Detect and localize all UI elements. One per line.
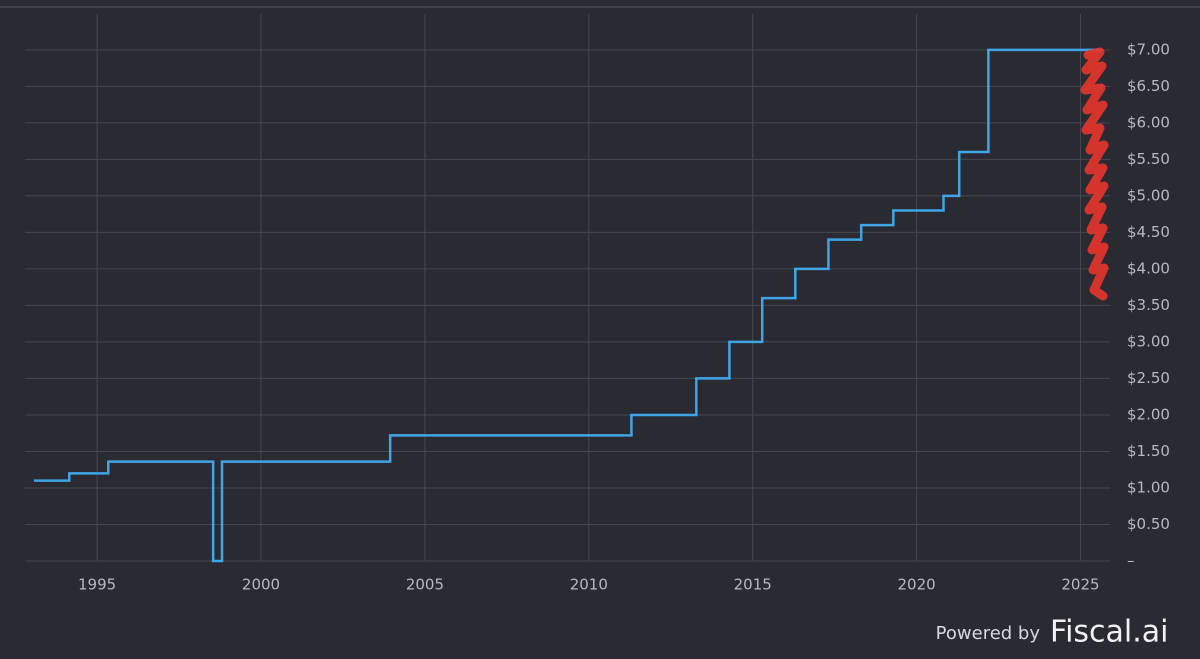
y-tick-label: $4.00 xyxy=(1127,259,1170,277)
x-tick-label: 2020 xyxy=(898,576,936,594)
y-tick-label: $1.50 xyxy=(1127,442,1170,460)
y-tick-label: $6.50 xyxy=(1127,77,1170,95)
y-tick-label: $2.50 xyxy=(1127,369,1170,387)
y-tick-label: $2.00 xyxy=(1127,405,1170,423)
brand: Fiscal.ai xyxy=(1050,615,1169,650)
y-tick-label: $5.00 xyxy=(1127,186,1170,204)
y-tick-label: $6.00 xyxy=(1127,113,1170,131)
x-tick-label: 1995 xyxy=(78,576,116,594)
annotation-scribble xyxy=(1080,47,1109,301)
y-tick-label: $4.50 xyxy=(1127,223,1170,241)
x-tick-label: 2000 xyxy=(242,576,280,594)
y-tick-label: $7.00 xyxy=(1127,40,1170,58)
x-tick-label: 2015 xyxy=(734,576,772,594)
powered-by: Powered by xyxy=(936,623,1041,644)
y-tick-label: $5.50 xyxy=(1127,150,1170,168)
y-tick-label: $1.00 xyxy=(1127,478,1170,496)
x-tick-label: 2010 xyxy=(570,576,608,594)
y-tick-label: $3.00 xyxy=(1127,332,1170,350)
y-tick-label: $3.50 xyxy=(1127,296,1170,314)
y-tick-label: $0.50 xyxy=(1127,515,1170,533)
x-tick-label: 2025 xyxy=(1061,576,1099,594)
x-tick-label: 2005 xyxy=(406,576,444,594)
y-tick-label: – xyxy=(1127,552,1135,570)
